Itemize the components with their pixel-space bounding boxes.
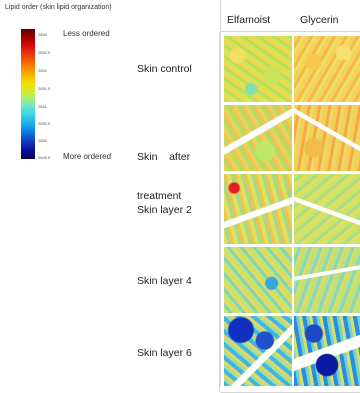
map-layer-6-glycerin	[294, 316, 360, 386]
map-after-treatment-glycerin	[294, 105, 360, 171]
row-label-line: Skin layer 4	[137, 275, 192, 287]
map-layer-2-elfamoist	[224, 174, 292, 244]
colorbar-tick: 2852.5	[38, 50, 51, 55]
map-after-treatment-elfamoist	[224, 105, 292, 171]
row-label-skin-layer-6: Skin layer 6	[137, 347, 192, 360]
colorbar-tick: 2851	[38, 104, 47, 109]
map-skin-control-elfamoist	[224, 36, 292, 102]
map-skin-control-glycerin	[294, 36, 360, 102]
colorbar-tick: 2851.5	[38, 86, 51, 91]
map-layer-6-elfamoist	[224, 316, 292, 386]
colorbar-tick: 2849.5	[38, 155, 51, 160]
left-panel	[220, 0, 221, 387]
colorbar	[21, 29, 35, 159]
row-label-skin-layer-2: Skin layer 2	[137, 204, 192, 217]
map-layer-2-glycerin	[294, 174, 360, 244]
row-label-line: Skin after	[137, 151, 191, 163]
colorbar-tick: 2850.5	[38, 121, 51, 126]
row-label-line: treatment	[137, 190, 182, 202]
row-label-line: Skin layer 2	[137, 204, 192, 216]
colorbar-tick: 2852	[38, 68, 47, 73]
colorbar-tick: 2853	[38, 32, 47, 37]
row-label-line: Skin layer 6	[137, 347, 192, 359]
row-label-skin-layer-4: Skin layer 4	[137, 275, 192, 288]
column-header-elfamoist: Elfamoist	[227, 14, 271, 26]
more-ordered-label: More ordered	[63, 152, 112, 161]
map-layer-4-elfamoist	[224, 247, 292, 313]
figure-title: Lipid order (skin lipid organization)	[5, 4, 112, 11]
row-label-skin-after-treatment: Skin after treatment	[137, 125, 190, 216]
column-header-glycerin: Glycerin	[300, 14, 339, 26]
row-label-skin-control: Skin control	[137, 63, 192, 76]
colorbar-tick: 2850	[38, 138, 47, 143]
less-ordered-label: Less ordered	[63, 29, 110, 38]
map-layer-4-glycerin	[294, 247, 360, 313]
row-label-line: Skin control	[137, 63, 192, 75]
